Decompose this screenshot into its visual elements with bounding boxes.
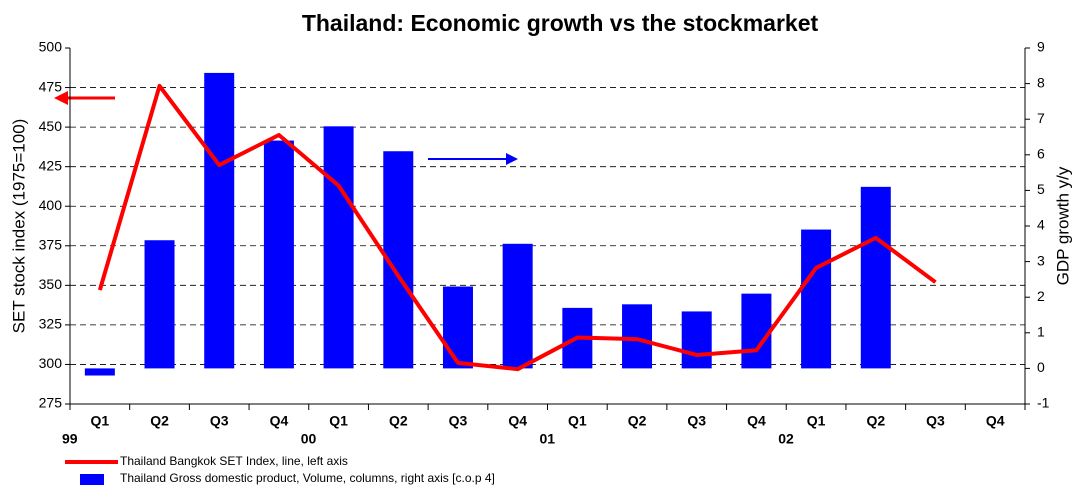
x-tick-label: Q2 bbox=[150, 413, 169, 429]
bar bbox=[204, 72, 235, 369]
bar bbox=[681, 311, 712, 369]
x-tick-label: Q2 bbox=[389, 413, 408, 429]
bar bbox=[442, 286, 473, 369]
chart-title: Thailand: Economic growth vs the stockma… bbox=[302, 10, 819, 36]
bar bbox=[801, 229, 832, 369]
bar bbox=[263, 140, 294, 369]
x-tick-label: Q3 bbox=[926, 413, 945, 429]
y2-tick-label: 3 bbox=[1037, 252, 1045, 268]
year-label: 00 bbox=[301, 431, 317, 447]
x-tick-label: Q4 bbox=[508, 413, 527, 429]
year-label: 01 bbox=[540, 431, 556, 447]
legend-label: Thailand Gross domestic product, Volume,… bbox=[120, 471, 495, 485]
bar bbox=[84, 368, 115, 376]
y-tick-label: 425 bbox=[39, 157, 63, 173]
x-tick-label: Q2 bbox=[866, 413, 885, 429]
y-tick-label: 375 bbox=[39, 236, 63, 252]
x-tick-label: Q1 bbox=[329, 413, 348, 429]
y2-tick-label: 9 bbox=[1037, 39, 1045, 55]
blue-arrow bbox=[428, 153, 518, 165]
year-label: 99 bbox=[62, 431, 78, 447]
y-tick-label: 475 bbox=[39, 78, 63, 94]
x-tick-label: Q3 bbox=[210, 413, 229, 429]
y-tick-label: 400 bbox=[39, 197, 63, 213]
x-tick-label: Q4 bbox=[986, 413, 1005, 429]
y-tick-label: 500 bbox=[39, 39, 63, 55]
x-tick-label: Q1 bbox=[807, 413, 826, 429]
x-tick-label: Q2 bbox=[628, 413, 647, 429]
y2-tick-label: 8 bbox=[1037, 74, 1045, 90]
bar bbox=[622, 304, 653, 369]
y2-tick-label: 4 bbox=[1037, 217, 1045, 233]
x-tick-label: Q4 bbox=[747, 413, 766, 429]
bar bbox=[860, 186, 891, 369]
y-tick-label: 450 bbox=[39, 118, 63, 134]
bar bbox=[144, 240, 175, 369]
bar bbox=[502, 243, 533, 369]
y-tick-label: 300 bbox=[39, 355, 63, 371]
y-tick-label: 350 bbox=[39, 276, 63, 292]
y2-axis-label: GDP growth y/y bbox=[1053, 166, 1072, 285]
line-series bbox=[97, 83, 937, 372]
y2-tick-label: 6 bbox=[1037, 146, 1045, 162]
x-tick-label: Q1 bbox=[568, 413, 587, 429]
legend-swatch bbox=[80, 474, 104, 485]
x-tick-label: Q1 bbox=[91, 413, 110, 429]
y2-tick-label: 5 bbox=[1037, 181, 1045, 197]
y-axis-label: SET stock index (1975=100) bbox=[9, 119, 28, 334]
y-tick-label: 325 bbox=[39, 316, 63, 332]
bar bbox=[323, 126, 354, 369]
red-arrow bbox=[54, 91, 115, 105]
y-tick-label: 275 bbox=[39, 395, 63, 411]
y2-tick-label: 2 bbox=[1037, 288, 1045, 304]
y2-tick-label: -1 bbox=[1037, 395, 1050, 411]
x-tick-label: Q3 bbox=[687, 413, 706, 429]
y2-tick-label: 1 bbox=[1037, 324, 1045, 340]
bar bbox=[741, 293, 772, 369]
x-tick-label: Q3 bbox=[449, 413, 468, 429]
y2-tick-label: 7 bbox=[1037, 110, 1045, 126]
x-tick-label: Q4 bbox=[270, 413, 289, 429]
y2-tick-label: 0 bbox=[1037, 359, 1045, 375]
legend-label: Thailand Bangkok SET Index, line, left a… bbox=[120, 454, 348, 468]
year-label: 02 bbox=[778, 431, 794, 447]
